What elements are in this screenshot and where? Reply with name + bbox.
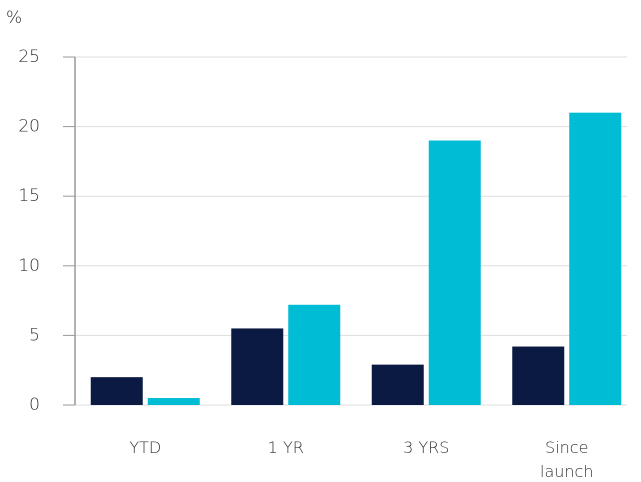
- x-tick-label: Since launch: [540, 438, 594, 481]
- y-tick-label: 0: [29, 395, 40, 415]
- y-tick-label: 10: [18, 256, 40, 276]
- bar: [90, 377, 143, 405]
- y-tick-label: 5: [29, 325, 40, 345]
- x-tick-label: 3 YRS: [403, 438, 450, 457]
- bar: [512, 346, 565, 405]
- bar: [569, 112, 622, 406]
- y-tick-label: 20: [18, 117, 40, 137]
- bar: [428, 140, 481, 405]
- bar: [231, 328, 284, 405]
- y-unit: %: [6, 8, 22, 28]
- bar: [288, 304, 341, 405]
- x-tick-label: 1 YR: [267, 438, 304, 457]
- bar: [371, 364, 424, 405]
- y-tick-label: 15: [18, 186, 40, 206]
- y-tick-label: 25: [18, 47, 40, 67]
- bar: [147, 398, 200, 405]
- x-tick-label: YTD: [129, 438, 162, 457]
